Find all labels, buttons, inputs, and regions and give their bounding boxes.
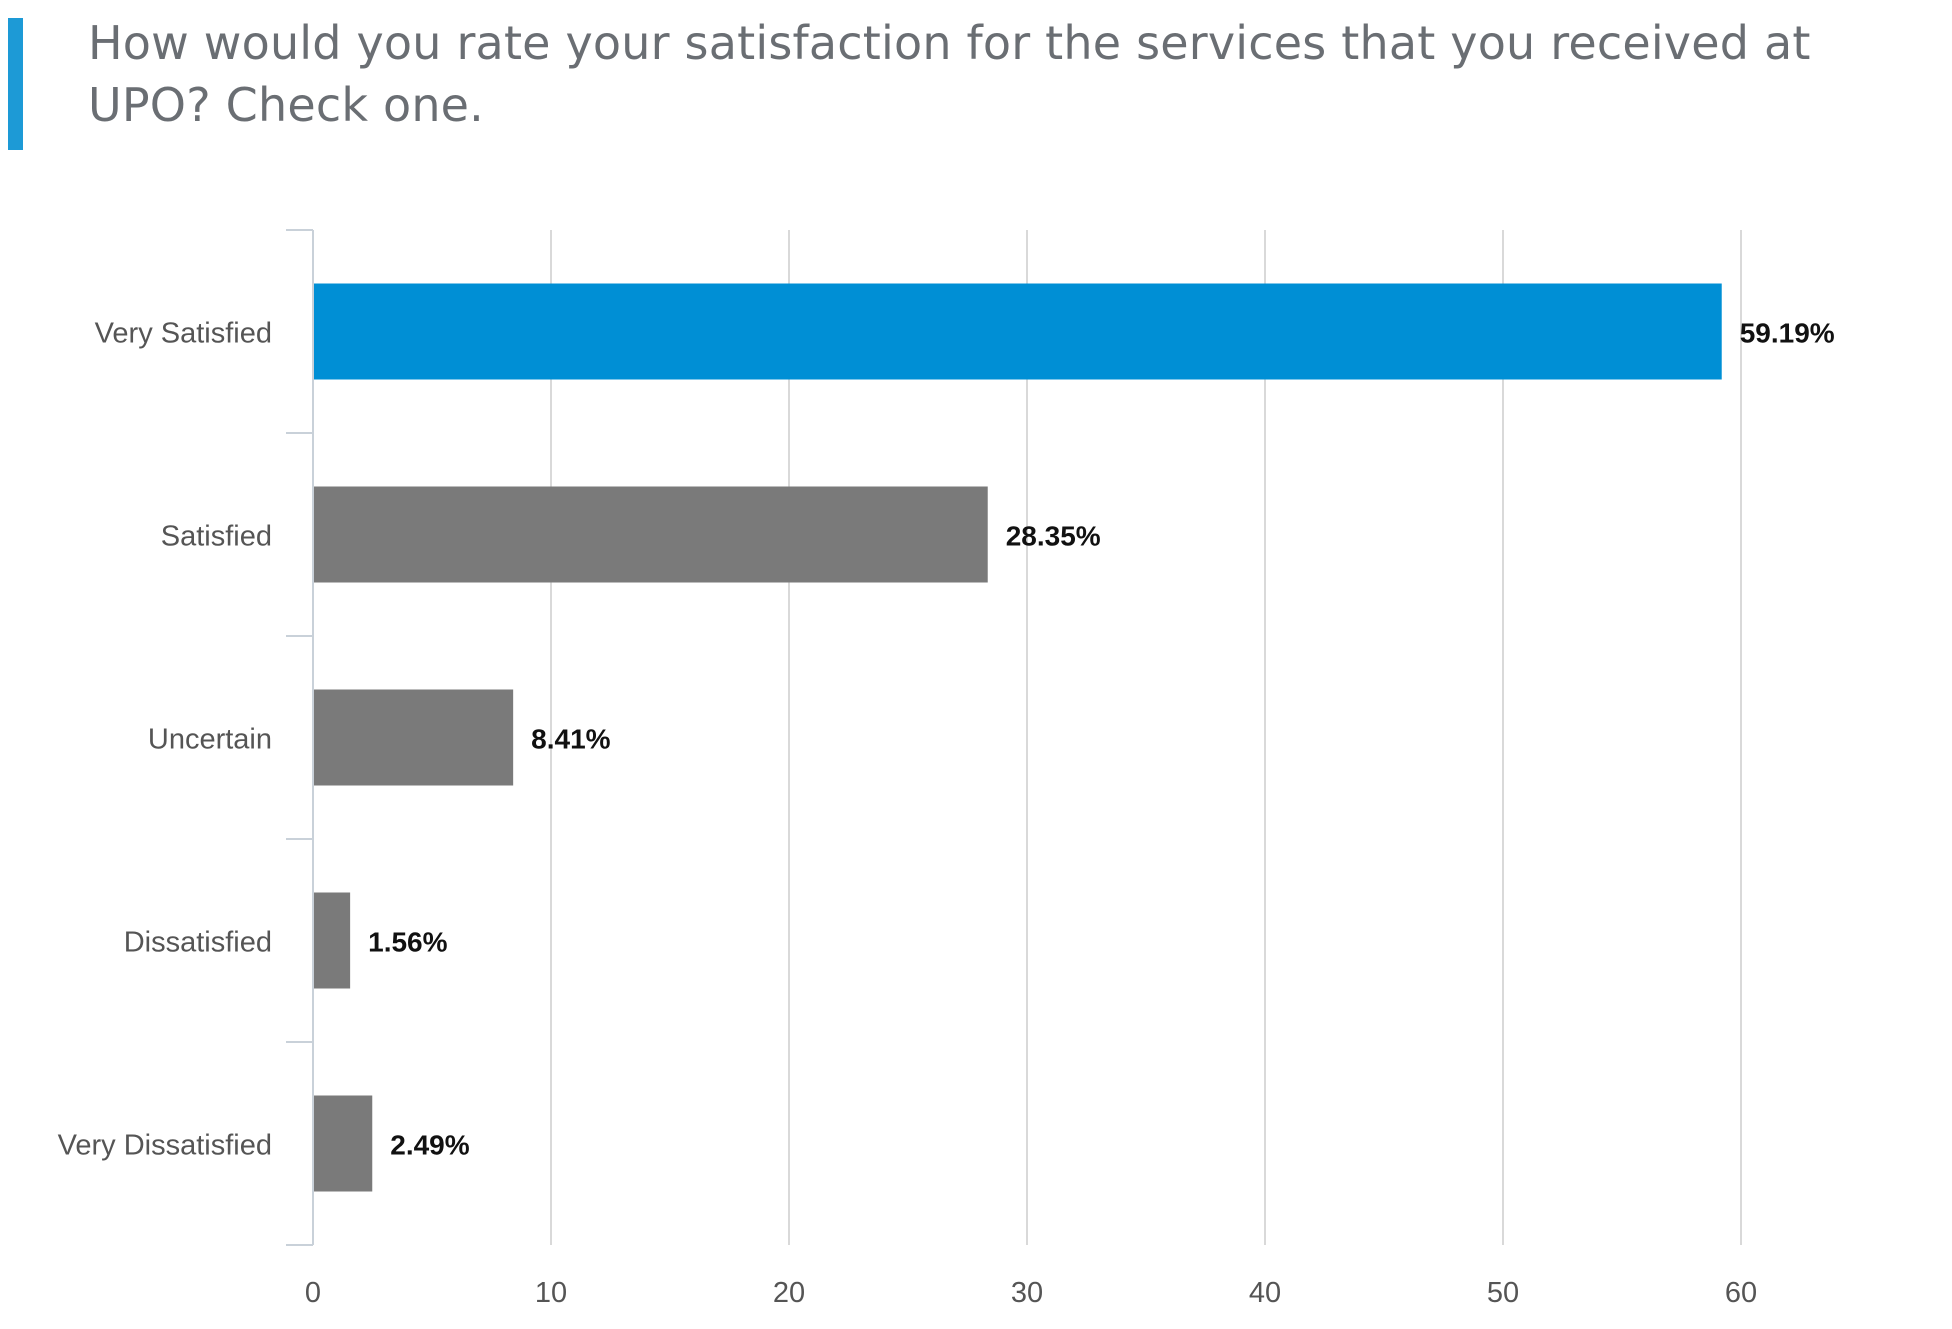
value-label: 28.35% (1006, 521, 1101, 552)
x-tick-label-0: 0 (305, 1277, 321, 1309)
gridlines (550, 230, 1742, 1245)
bar-uncertain (314, 689, 514, 786)
category-label: Satisfied (161, 521, 272, 553)
value-label: 2.49% (390, 1130, 469, 1161)
x-tick-label-50: 50 (1487, 1277, 1519, 1309)
x-tick-label-60: 60 (1725, 1277, 1757, 1309)
category-label: Uncertain (148, 724, 272, 756)
value-label: 8.41% (531, 724, 610, 755)
bar-very-satisfied (314, 283, 1722, 380)
x-tick-label-20: 20 (773, 1277, 805, 1309)
x-tick-label-30: 30 (1011, 1277, 1043, 1309)
bar-dissatisfied (314, 892, 351, 989)
labels: 0 10 20 30 40 50 60 Very Satisfied 59.19% Satisfi… (58, 318, 1835, 1310)
bar-very-dissatisfied (314, 1095, 373, 1192)
category-label: Very Satisfied (95, 318, 272, 350)
value-label: 1.56% (368, 927, 447, 958)
axes (286, 229, 314, 1246)
bar-satisfied (314, 486, 988, 583)
category-label: Very Dissatisfied (58, 1130, 272, 1162)
category-label: Dissatisfied (124, 927, 272, 959)
accent-bar (8, 18, 23, 150)
x-tick-label-40: 40 (1249, 1277, 1281, 1309)
question-title: How would you rate your satisfaction for… (88, 16, 1811, 132)
value-label: 59.19% (1740, 318, 1835, 349)
x-tick-label-10: 10 (535, 1277, 567, 1309)
bars (314, 283, 1722, 1192)
